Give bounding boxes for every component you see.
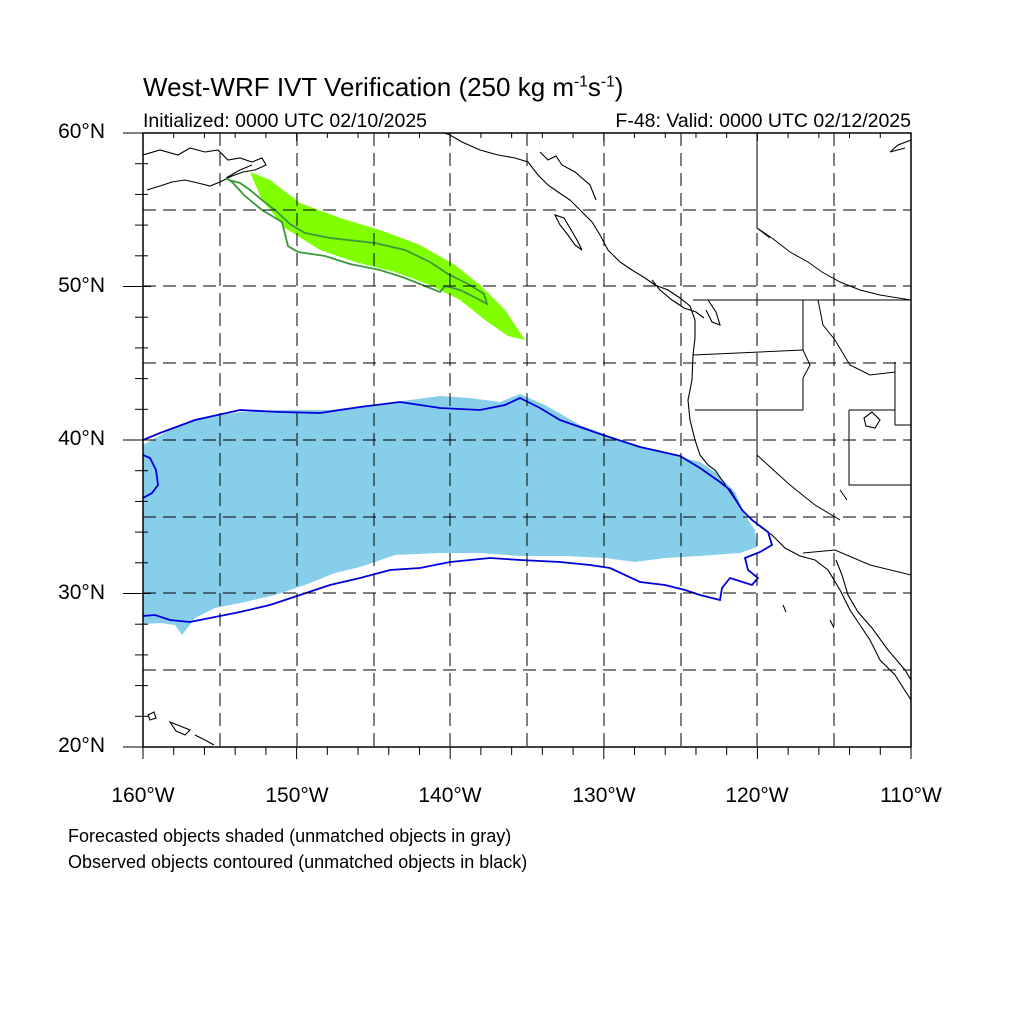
lon-label-150w: 150°W xyxy=(265,784,329,807)
lat-label-30n: 30°N xyxy=(58,581,105,604)
observed-object-blue-west xyxy=(143,454,159,499)
lon-label-110w: 110°W xyxy=(880,784,942,807)
forecast-note: Forecasted objects shaded (unmatched obj… xyxy=(68,826,512,846)
lon-label-140w: 140°W xyxy=(418,784,482,807)
political-borders xyxy=(692,133,911,576)
observed-note: Observed objects contoured (unmatched ob… xyxy=(68,852,528,872)
map-title: West-WRF IVT Verification (250 kg m-1s-1… xyxy=(143,72,624,102)
lat-label-60n: 60°N xyxy=(58,120,105,143)
lon-label-130w: 130°W xyxy=(572,784,636,807)
valid-time-label: F-48: Valid: 0000 UTC 02/12/2025 xyxy=(615,110,911,132)
observed-object-blue xyxy=(143,397,774,623)
lon-label-160w: 160°W xyxy=(111,784,175,807)
lon-label-120w: 120°W xyxy=(725,784,789,807)
gridlines xyxy=(143,133,911,747)
lat-label-20n: 20°N xyxy=(58,734,105,757)
lat-label-50n: 50°N xyxy=(58,274,105,297)
init-time-label: Initialized: 0000 UTC 02/10/2025 xyxy=(143,110,428,132)
observed-object-green xyxy=(225,177,489,306)
axis-ticks xyxy=(123,132,912,759)
lat-label-40n: 40°N xyxy=(58,427,105,450)
forecast-object-green xyxy=(250,172,525,340)
